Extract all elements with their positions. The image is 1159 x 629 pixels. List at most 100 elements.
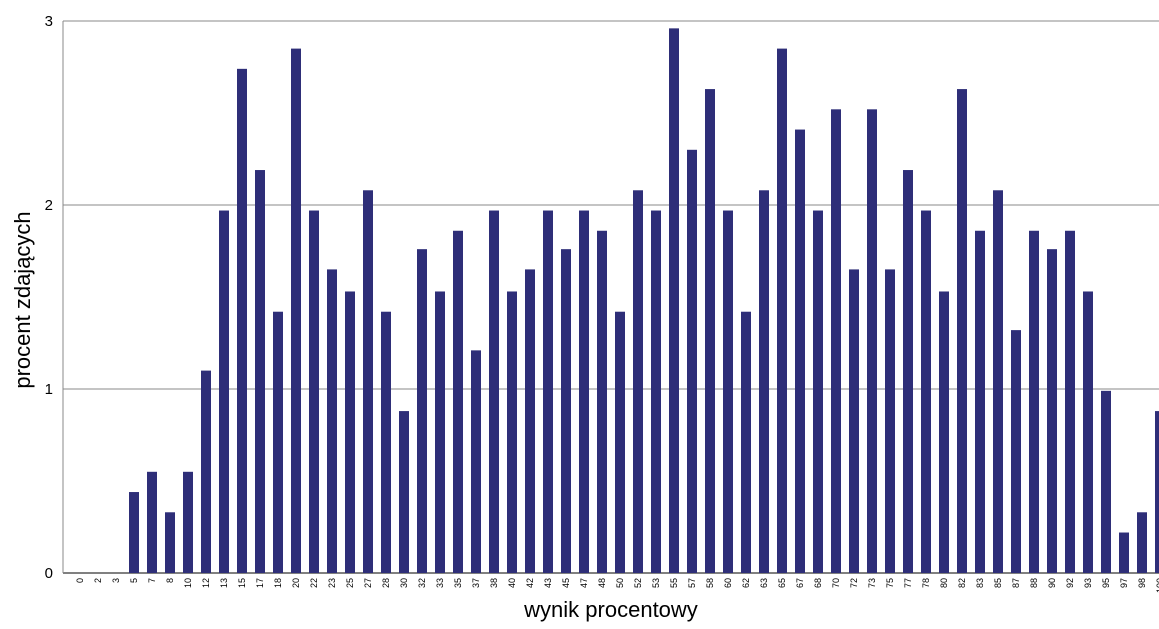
- x-tick-label: 40: [507, 578, 517, 588]
- x-tick-label: 2: [93, 578, 103, 583]
- x-tick-label: 58: [705, 578, 715, 588]
- bar: [291, 48, 301, 574]
- bar: [1137, 512, 1147, 573]
- bar: [723, 210, 733, 573]
- bar: [219, 210, 229, 573]
- x-tick-label: 83: [975, 578, 985, 588]
- x-tick-label: 100: [1155, 578, 1159, 593]
- bar: [975, 230, 985, 573]
- x-tick-label: 87: [1011, 578, 1021, 588]
- bar: [939, 291, 949, 573]
- bar: [561, 249, 571, 573]
- bar: [1011, 330, 1021, 573]
- x-tick-label: 43: [543, 578, 553, 588]
- x-tick-label: 72: [849, 578, 859, 588]
- bar: [741, 311, 751, 573]
- bar: [381, 311, 391, 573]
- bar: [489, 210, 499, 573]
- x-tick-label: 93: [1083, 578, 1093, 588]
- x-tick-label: 80: [939, 578, 949, 588]
- bar: [237, 68, 247, 573]
- bar: [273, 311, 283, 573]
- x-tick-label: 10: [183, 578, 193, 588]
- x-tick-label: 57: [687, 578, 697, 588]
- bar: [309, 210, 319, 573]
- bar: [813, 210, 823, 573]
- bar: [705, 89, 715, 573]
- x-tick-label: 25: [345, 578, 355, 588]
- x-tick-label: 27: [363, 578, 373, 588]
- bar: [165, 512, 175, 573]
- x-tick-label: 75: [885, 578, 895, 588]
- bar: [795, 129, 805, 573]
- bar: [759, 190, 769, 573]
- bar: [669, 28, 679, 574]
- bar: [615, 311, 625, 573]
- x-tick-label: 42: [525, 578, 535, 588]
- x-tick-label: 97: [1119, 578, 1129, 588]
- x-tick-label: 53: [651, 578, 661, 588]
- bar: [777, 48, 787, 574]
- bar: [1101, 390, 1111, 573]
- bar: [201, 370, 211, 573]
- bar: [417, 249, 427, 573]
- x-tick-label: 28: [381, 578, 391, 588]
- bar: [507, 291, 517, 573]
- bar: [345, 291, 355, 573]
- bar: [993, 190, 1003, 573]
- bar: [363, 190, 373, 573]
- bar: [543, 210, 553, 573]
- x-tick-label: 78: [921, 578, 931, 588]
- bar: [597, 230, 607, 573]
- bar: [831, 109, 841, 573]
- bar: [1065, 230, 1075, 573]
- x-tick-label: 13: [219, 578, 229, 588]
- x-tick-label: 60: [723, 578, 733, 588]
- bar: [147, 471, 157, 573]
- x-tick-label: 12: [201, 578, 211, 588]
- x-tick-label: 47: [579, 578, 589, 588]
- y-tick-label: 0: [45, 565, 53, 582]
- bar: [327, 269, 337, 573]
- bar: [1047, 249, 1057, 573]
- x-tick-label: 20: [291, 578, 301, 588]
- x-tick-label: 62: [741, 578, 751, 588]
- bar: [471, 350, 481, 573]
- x-tick-label: 33: [435, 578, 445, 588]
- y-tick-label: 1: [45, 381, 53, 398]
- bar: [651, 210, 661, 573]
- x-tick-label: 85: [993, 578, 1003, 588]
- x-tick-label: 98: [1137, 578, 1147, 588]
- bar: [867, 109, 877, 573]
- y-tick-label: 2: [45, 197, 53, 214]
- bar: [957, 89, 967, 573]
- bar: [129, 492, 139, 573]
- x-tick-label: 23: [327, 578, 337, 588]
- x-axis-label: wynik procentowy: [523, 597, 698, 622]
- x-tick-label: 55: [669, 578, 679, 588]
- bar: [849, 269, 859, 573]
- x-tick-label: 70: [831, 578, 841, 588]
- x-tick-label: 67: [795, 578, 805, 588]
- bar: [1119, 532, 1129, 573]
- x-tick-label: 65: [777, 578, 787, 588]
- x-tick-label: 73: [867, 578, 877, 588]
- x-tick-label: 22: [309, 578, 319, 588]
- x-tick-label: 52: [633, 578, 643, 588]
- bar: [435, 291, 445, 573]
- bar: [1155, 411, 1159, 573]
- x-tick-label: 63: [759, 578, 769, 588]
- bar: [255, 170, 265, 574]
- x-tick-label: 88: [1029, 578, 1039, 588]
- bar: [1029, 230, 1039, 573]
- x-tick-label: 35: [453, 578, 463, 588]
- x-tick-label: 5: [129, 578, 139, 583]
- bar: [525, 269, 535, 573]
- bar: [687, 149, 697, 574]
- bar: [453, 230, 463, 573]
- x-tick-label: 92: [1065, 578, 1075, 588]
- x-tick-label: 95: [1101, 578, 1111, 588]
- x-tick-label: 8: [165, 578, 175, 583]
- x-tick-label: 18: [273, 578, 283, 588]
